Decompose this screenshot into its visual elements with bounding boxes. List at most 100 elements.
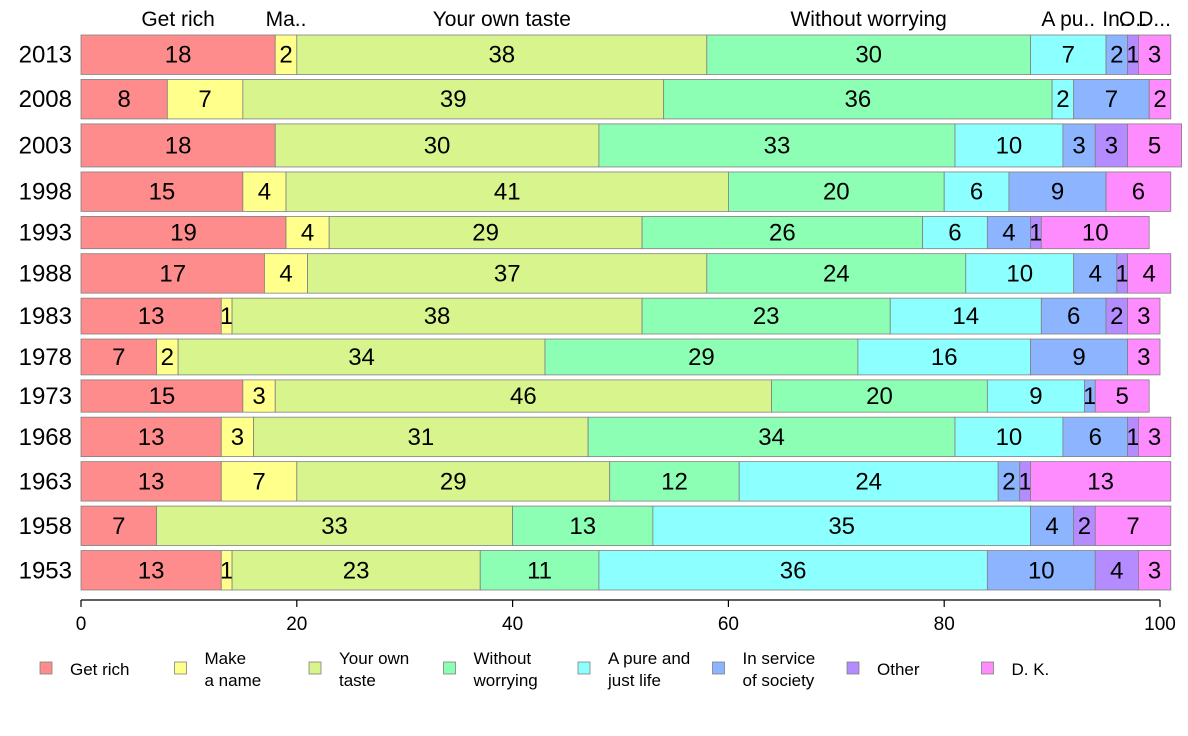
- bar-value-label: 34: [758, 424, 785, 451]
- x-tick-label: 40: [502, 614, 523, 635]
- bar-value-label: 7: [252, 468, 265, 495]
- bar-value-label: 30: [424, 132, 451, 159]
- legend: Get rich Make a name Your own taste Without wo…: [39, 649, 1049, 690]
- bar-value-label: 7: [112, 344, 125, 371]
- bar-segment-1963-1: [80, 461, 222, 502]
- bar-value-label: 13: [138, 468, 165, 495]
- x-tick-label: 100: [1144, 614, 1176, 635]
- legend-swatch-2: [174, 661, 187, 675]
- bar-segment-1958-1: [80, 505, 157, 546]
- bar-segment-1968-5: [954, 416, 1064, 458]
- bar-segment-1988-2: [264, 253, 308, 294]
- bar-segment-1998-1: [80, 171, 244, 212]
- bar-segment-1988-4: [706, 253, 967, 294]
- bar-value-label: 29: [472, 220, 499, 247]
- bar-value-label: 13: [138, 424, 165, 451]
- bar-segment-1993-8: [1040, 216, 1150, 250]
- bar-value-label: 1: [1126, 42, 1139, 69]
- bar-value-label: 3: [1137, 344, 1150, 371]
- bar-segment-1978-6: [1030, 338, 1129, 376]
- bar-segment-1988-5: [965, 253, 1075, 294]
- bar-value-label: 6: [1132, 179, 1145, 206]
- bar-segment-1973-5: [986, 379, 1085, 413]
- bar-value-label: 19: [170, 220, 197, 247]
- bar-segment-2003-1: [80, 123, 276, 168]
- bar-segment-1958-6: [1030, 505, 1075, 546]
- bar-value-label: 2: [1110, 303, 1123, 330]
- bar-value-label: 20: [823, 179, 850, 206]
- bar-value-label: 33: [764, 132, 791, 159]
- legend-label-6: of society: [743, 671, 815, 690]
- bar-value-label: 3: [1148, 557, 1161, 584]
- bar-value-label: 13: [138, 557, 165, 584]
- bar-value-label: 7: [1105, 86, 1118, 113]
- bar-segment-1973-1: [80, 379, 244, 413]
- year-label-1963: 1963: [19, 468, 72, 495]
- legend-label-2: a name: [205, 671, 262, 690]
- legend-label-1: Get rich: [70, 660, 130, 679]
- bar-segment-1978-4: [544, 338, 859, 376]
- bar-value-label: 33: [321, 513, 348, 540]
- x-tick-label: 60: [718, 614, 739, 635]
- bar-value-label: 24: [823, 260, 850, 287]
- bar-segment-2013-8: [1138, 34, 1172, 75]
- bar-value-label: 7: [1126, 513, 1139, 540]
- bar-value-label: 3: [1105, 132, 1118, 159]
- bar-segment-2008-1: [80, 79, 168, 120]
- bar-value-label: 4: [1143, 260, 1156, 287]
- bar-segment-2013-1: [80, 34, 276, 75]
- legend-label-7: Other: [877, 660, 920, 679]
- bar-value-label: 29: [440, 468, 467, 495]
- bar-value-label: 24: [855, 468, 882, 495]
- bar-segment-1978-1: [80, 338, 157, 376]
- bar-segment-1993-1: [80, 216, 287, 250]
- bar-segment-1983-8: [1127, 297, 1161, 335]
- bar-value-label: 4: [301, 220, 314, 247]
- bar-segment-1953-4: [479, 550, 600, 591]
- bar-segment-2003-7: [1094, 123, 1129, 168]
- bar-value-label: 4: [1045, 513, 1058, 540]
- legend-label-6: In service: [743, 649, 816, 668]
- bar-value-label: 13: [569, 513, 596, 540]
- legend-swatch-8: [981, 661, 994, 675]
- year-label-2008: 2008: [19, 86, 72, 113]
- bar-segment-1983-6: [1040, 297, 1107, 335]
- bar-segment-1973-8: [1094, 379, 1150, 413]
- bar-value-label: 4: [1002, 220, 1015, 247]
- bar-value-label: 5: [1148, 132, 1161, 159]
- bar-value-label: 4: [279, 260, 292, 287]
- bar-value-label: 1: [1116, 260, 1129, 287]
- bar-value-label: 10: [1028, 557, 1055, 584]
- bar-value-label: 2: [1110, 42, 1123, 69]
- year-label-2003: 2003: [19, 132, 72, 159]
- top-label-8: D...: [1138, 8, 1171, 31]
- legend-swatch-6: [712, 661, 725, 675]
- bar-value-label: 1: [220, 557, 233, 584]
- bar-segment-2003-6: [1062, 123, 1096, 168]
- bar-value-label: 8: [117, 86, 130, 113]
- bar-segment-1958-4: [512, 505, 654, 546]
- bar-value-label: 4: [1089, 260, 1102, 287]
- bar-segment-1968-8: [1138, 416, 1172, 458]
- bar-value-label: 1: [220, 303, 233, 330]
- bar-segment-1973-2: [242, 379, 276, 413]
- legend-label-2: Make: [205, 649, 247, 668]
- bar-segment-2003-8: [1127, 123, 1182, 168]
- x-tick-label: 0: [76, 614, 87, 635]
- bar-value-label: 3: [231, 424, 244, 451]
- legend-label-5: A pure and: [608, 649, 690, 668]
- bar-segment-1963-4: [609, 461, 740, 502]
- bar-value-label: 2: [1056, 86, 1069, 113]
- bar-segment-1993-3: [328, 216, 643, 250]
- bar-segment-1953-1: [80, 550, 222, 591]
- bar-segment-1993-2: [285, 216, 330, 250]
- bar-value-label: 3: [1148, 42, 1161, 69]
- bar-value-label: 36: [845, 86, 872, 113]
- bar-value-label: 15: [149, 383, 176, 410]
- bar-value-label: 29: [688, 344, 715, 371]
- bar-value-label: 34: [348, 344, 375, 371]
- bar-segment-1978-8: [1127, 338, 1161, 376]
- year-label-1998: 1998: [19, 179, 72, 206]
- bar-segment-1958-8: [1094, 505, 1172, 546]
- bar-segment-1968-1: [80, 416, 222, 458]
